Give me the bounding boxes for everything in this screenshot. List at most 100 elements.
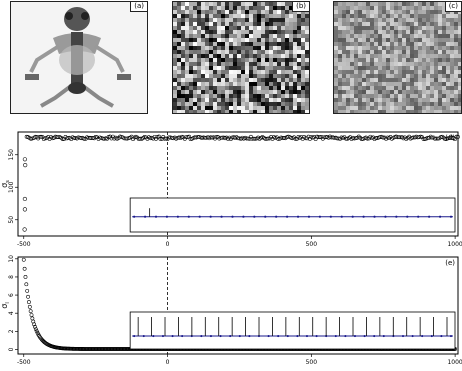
noise-pixel	[257, 38, 261, 42]
noise-pixel	[434, 110, 438, 113]
noise-pixel	[374, 38, 378, 42]
noise-pixel	[346, 66, 350, 70]
data-point	[316, 135, 321, 140]
noise-pixel	[402, 106, 406, 110]
noise-pixel	[354, 2, 358, 6]
noise-pixel	[450, 42, 454, 46]
noise-pixel	[173, 50, 177, 54]
noise-pixel	[289, 90, 293, 94]
noise-pixel	[370, 98, 374, 102]
noise-pixel	[213, 30, 217, 34]
noise-pixel	[386, 58, 390, 62]
noise-pixel	[362, 102, 366, 106]
noise-pixel	[386, 70, 390, 74]
noise-pixel	[446, 34, 450, 38]
noise-pixel	[189, 82, 193, 86]
noise-pixel	[390, 62, 394, 66]
noise-pixel	[245, 18, 249, 22]
noise-pixel	[305, 50, 309, 54]
noise-pixel	[289, 10, 293, 14]
noise-pixel	[221, 78, 225, 82]
phantom-eye	[65, 12, 73, 20]
noise-pixel	[458, 66, 461, 70]
noise-pixel	[446, 98, 450, 102]
noise-pixel	[374, 42, 378, 46]
noise-pixel	[366, 46, 370, 50]
noise-pixel	[193, 106, 197, 110]
noise-pixel	[265, 102, 269, 106]
noise-pixel	[442, 50, 446, 54]
noise-pixel	[221, 102, 225, 106]
noise-pixel	[426, 102, 430, 106]
noise-pixel	[301, 42, 305, 46]
noise-pixel	[394, 74, 398, 78]
noise-pixel	[293, 50, 297, 54]
noise-pixel	[229, 50, 233, 54]
noise-pixel	[438, 70, 442, 74]
noise-pixel	[350, 70, 354, 74]
noise-pixel	[350, 94, 354, 98]
noise-pixel	[289, 54, 293, 58]
noise-pixel	[273, 10, 277, 14]
noise-pixel	[442, 66, 446, 70]
noise-pixel	[285, 26, 289, 30]
noise-pixel	[394, 94, 398, 98]
noise-pixel	[269, 2, 273, 6]
noise-pixel	[221, 70, 225, 74]
noise-pixel	[458, 110, 461, 113]
noise-pixel	[257, 82, 261, 86]
noise-pixel	[229, 38, 233, 42]
noise-pixel	[414, 94, 418, 98]
noise-pixel	[442, 78, 446, 82]
noise-pixel	[406, 26, 410, 30]
noise-pixel	[446, 10, 450, 14]
noise-pixel	[394, 106, 398, 110]
noise-pixel	[414, 50, 418, 54]
noise-pixel	[458, 30, 461, 34]
noise-pixel	[269, 58, 273, 62]
inset-point	[219, 334, 222, 338]
noise-pixel	[430, 94, 434, 98]
noise-pixel	[434, 102, 438, 106]
noise-pixel	[301, 18, 305, 22]
noise-pixel	[390, 42, 394, 46]
noise-pixel	[382, 30, 386, 34]
noise-pixel	[217, 106, 221, 110]
noise-pixel	[366, 22, 370, 26]
noise-pixel	[394, 14, 398, 18]
noise-pixel	[221, 54, 225, 58]
noise-pixel	[410, 10, 414, 14]
noise-pixel	[382, 78, 386, 82]
noise-pixel	[229, 30, 233, 34]
data-point	[23, 275, 28, 279]
noise-pixel	[442, 26, 446, 30]
noise-pixel	[422, 50, 426, 54]
phantom-leg-right	[81, 84, 114, 108]
noise-pixel	[257, 46, 261, 50]
noise-pixel	[261, 82, 265, 86]
noise-pixel	[346, 18, 350, 22]
noise-pixel	[177, 70, 181, 74]
noise-pixel	[342, 2, 346, 6]
noise-pixel	[209, 46, 213, 50]
noise-pixel	[434, 46, 438, 50]
noise-pixel	[185, 82, 189, 86]
noise-pixel	[209, 54, 213, 58]
noise-pixel	[297, 70, 301, 74]
noise-pixel	[406, 62, 410, 66]
noise-pixel	[277, 2, 281, 6]
noise-pixel	[201, 54, 205, 58]
inset-box	[129, 311, 456, 350]
noise-pixel	[249, 6, 253, 10]
noise-pixel	[358, 58, 362, 62]
inset-point	[229, 334, 232, 338]
noise-pixel	[394, 10, 398, 14]
noise-pixel	[265, 70, 269, 74]
y-tick-label: 4	[8, 311, 15, 315]
noise-pixel	[185, 54, 189, 58]
noise-pixel	[181, 14, 185, 18]
noise-pixel	[221, 30, 225, 34]
noise-pixel	[189, 98, 193, 102]
data-point	[30, 136, 35, 141]
noise-pixel	[450, 98, 454, 102]
